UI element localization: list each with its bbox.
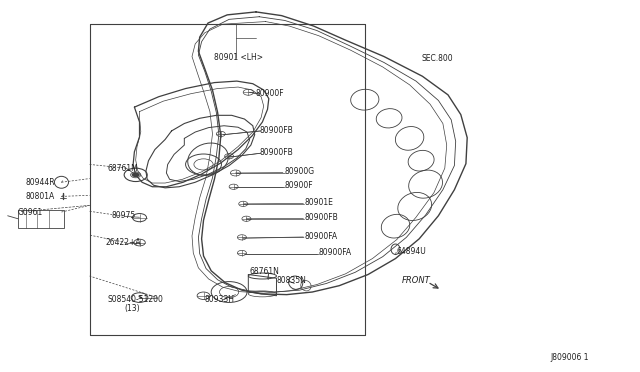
Circle shape [132,173,140,177]
Text: 80900G: 80900G [285,167,315,176]
Text: 64894U: 64894U [397,247,426,256]
Text: 80801A: 80801A [26,192,55,201]
Bar [18,210,64,228]
Text: J809006 1: J809006 1 [550,353,589,362]
Text: 80901 <LH>: 80901 <LH> [214,53,264,62]
Text: 80900FB: 80900FB [305,213,339,222]
Text: S: S [137,295,142,300]
Text: 80900FA: 80900FA [305,232,338,241]
Text: S08540-51200: S08540-51200 [108,295,163,304]
Text: 68761N: 68761N [250,267,280,276]
Text: 80900FA: 80900FA [319,248,352,257]
Text: 80944R: 80944R [26,178,55,187]
Text: 80933H: 80933H [205,295,235,304]
Text: 80900FB: 80900FB [259,126,293,135]
Text: (13): (13) [124,304,140,312]
Text: 80901E: 80901E [305,198,333,207]
Text: 80900F: 80900F [285,182,314,190]
Text: 80900FB: 80900FB [259,148,293,157]
Text: FRONT: FRONT [402,276,431,285]
Text: 68761M: 68761M [108,164,138,173]
Text: 26422+A: 26422+A [106,238,141,247]
Text: 80835N: 80835N [276,276,307,285]
Text: 80900F: 80900F [256,89,285,97]
Text: G0961: G0961 [18,208,43,217]
Text: SEC.800: SEC.800 [421,54,452,63]
Text: 80975: 80975 [112,211,136,220]
